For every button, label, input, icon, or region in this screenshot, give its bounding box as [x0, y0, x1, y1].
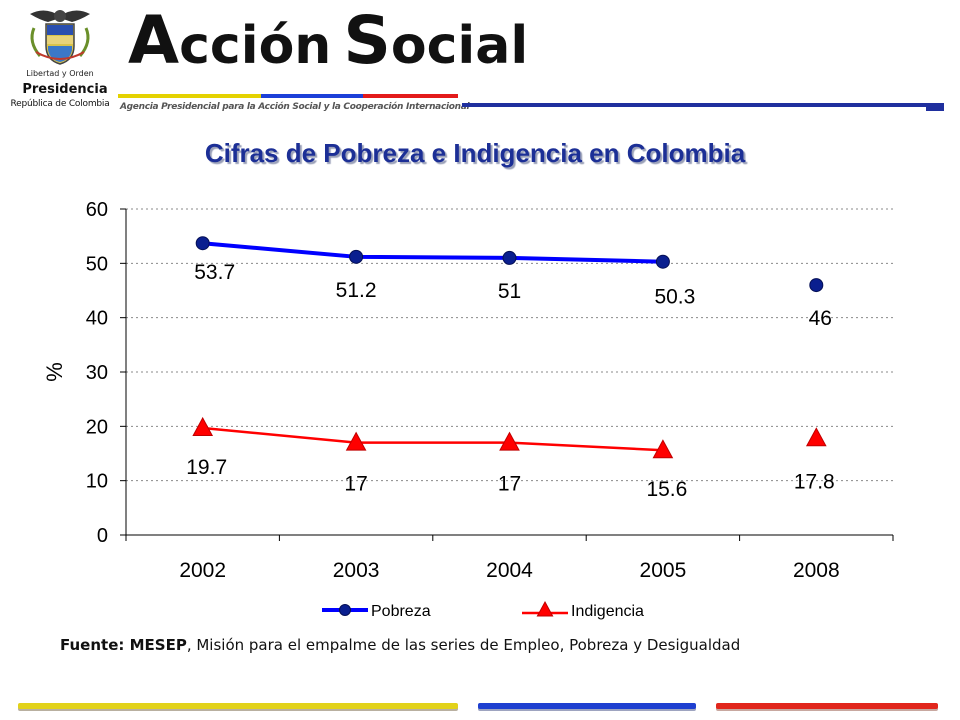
x-tick-label-2002: 2002 — [179, 559, 226, 582]
x-tick-label-2008: 2008 — [793, 559, 840, 582]
indigencia-label-2008: 17.8 — [794, 470, 835, 493]
pobreza-label-2002: 53.7 — [194, 261, 235, 284]
header: Libertad y Orden Presidencia República d… — [0, 0, 960, 125]
republica-label: República de Colombia — [10, 99, 110, 109]
indigencia-label-2003: 17 — [344, 473, 367, 496]
y-tick-label-50: 50 — [86, 253, 108, 275]
pobreza-label-2003: 51.2 — [336, 279, 377, 302]
seal-motto: Libertad y Orden — [26, 69, 94, 78]
header-divider — [462, 103, 928, 107]
footer-bar-yellow — [18, 703, 458, 709]
footer-bar-blue — [478, 703, 696, 709]
y-tick-label-0: 0 — [97, 525, 108, 547]
indigencia-point-2008 — [805, 427, 827, 447]
pobreza-label-2004: 51 — [498, 280, 521, 303]
logo-letter-a: A — [128, 2, 180, 79]
pobreza-label-2008: 46 — [809, 307, 832, 330]
indigencia-label-2005: 15.6 — [646, 478, 687, 501]
indigencia-point-2005 — [652, 439, 674, 459]
y-tick-label-30: 30 — [86, 362, 108, 384]
pobreza-point-2005 — [655, 254, 670, 269]
source-note: Fuente: MESEP, Misión para el empalme de… — [60, 636, 740, 654]
legend-pobreza-marker — [339, 604, 351, 616]
presidencia-label: Presidencia — [22, 82, 108, 97]
poverty-line-chart: 0 10 20 30 40 50 60 2002 2003 2004 2005 2008% 53.7 51… — [42, 199, 894, 620]
footer-bar-red — [716, 703, 938, 709]
logo-letter-s: S — [343, 2, 391, 79]
pobreza-label-2005: 50.3 — [654, 286, 695, 309]
indigencia-label-2002: 19.7 — [186, 456, 227, 479]
pobreza-point-2004 — [502, 250, 517, 265]
chart-title: Cifras de Pobreza e Indigencia en Colomb… — [204, 138, 746, 168]
y-axis-label: % — [42, 362, 67, 382]
indigencia-point-2004 — [499, 431, 520, 451]
logo-word-ccion: cción — [179, 16, 332, 76]
legend-indigencia-marker — [536, 600, 554, 617]
pobreza-point-2002 — [195, 236, 210, 251]
pobreza-point-2008 — [809, 278, 824, 293]
header-divider-cap — [926, 103, 944, 111]
y-tick-label-60: 60 — [86, 199, 108, 221]
y-tick-label-10: 10 — [86, 471, 108, 493]
agency-subtitle: Agencia Presidencial para la Acción Soci… — [120, 102, 470, 112]
x-tick-label-2004: 2004 — [486, 559, 533, 582]
x-tick-label-2003: 2003 — [333, 559, 380, 582]
y-tick-label-20: 20 — [86, 416, 108, 438]
indigencia-point-2003 — [345, 431, 367, 451]
coat-of-arms-icon — [30, 10, 90, 65]
x-tick-label-2005: 2005 — [640, 559, 687, 582]
logo-color-stripe — [118, 94, 458, 98]
source-text: , Misión para el empalme de las series d… — [186, 636, 741, 654]
source-label: Fuente: MESEP — [60, 636, 187, 654]
legend-pobreza-label: Pobreza — [371, 603, 431, 620]
indigencia-line — [202, 426, 663, 452]
pobreza-point-2003 — [349, 249, 364, 264]
legend-indigencia-label: Indigencia — [571, 603, 644, 620]
indigencia-label-2004: 17 — [498, 473, 521, 496]
accion-social-logo: Acción Social — [128, 8, 528, 74]
indigencia-point-2002 — [192, 416, 214, 436]
y-tick-label-40: 40 — [86, 308, 108, 330]
logo-word-ocial: ocial — [390, 16, 529, 76]
pobreza-line — [202, 241, 663, 264]
